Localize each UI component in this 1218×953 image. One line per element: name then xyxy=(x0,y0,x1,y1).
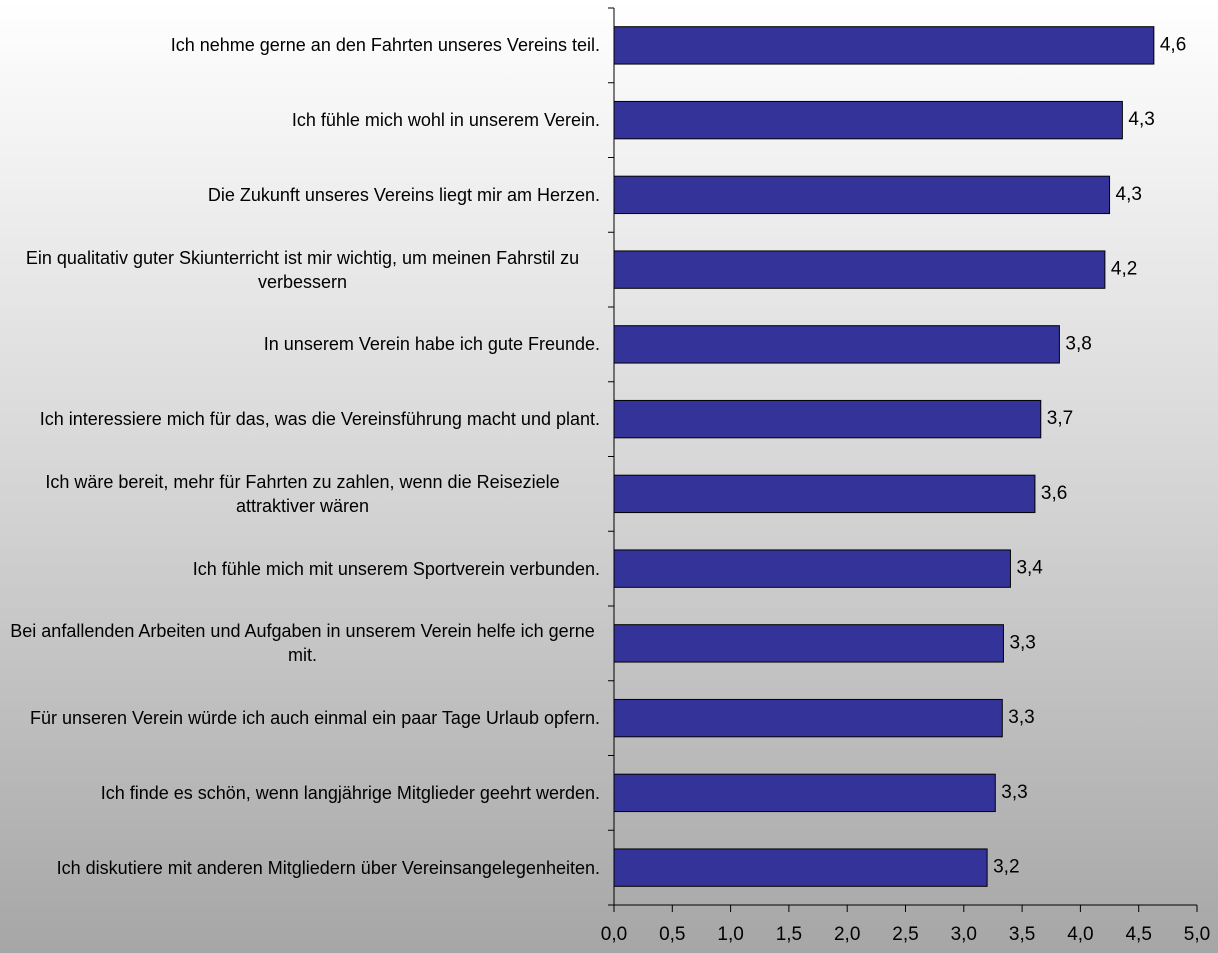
value-label: 3,3 xyxy=(1009,632,1035,653)
value-label: 3,6 xyxy=(1041,483,1067,504)
x-tick-label: 5,0 xyxy=(1184,924,1210,945)
bar xyxy=(613,624,1004,663)
bar xyxy=(613,325,1060,364)
x-tick-label: 2,5 xyxy=(892,924,918,945)
category-label: In unserem Verein habe ich gute Freunde. xyxy=(5,307,600,382)
category-label: Ich wäre bereit, mehr für Fahrten zu zah… xyxy=(5,457,600,532)
category-text: Ich wäre bereit, mehr für Fahrten zu zah… xyxy=(45,471,560,516)
category-label: Ich interessiere mich für das, was die V… xyxy=(5,382,600,457)
value-label: 4,3 xyxy=(1116,184,1142,205)
value-label: 3,4 xyxy=(1016,558,1043,579)
category-label: Ich finde es schön, wenn langjährige Mit… xyxy=(5,756,600,831)
category-label: Ich nehme gerne an den Fahrten unseres V… xyxy=(5,8,600,83)
bar xyxy=(613,399,1042,439)
x-tick-label: 0,0 xyxy=(601,924,627,945)
x-tick-label: 4,0 xyxy=(1067,924,1093,945)
bar xyxy=(613,773,996,813)
category-label: Die Zukunft unseres Vereins liegt mir am… xyxy=(5,158,600,233)
category-text: Ich fühle mich mit unserem Sportverein v… xyxy=(192,558,600,579)
category-text: Ich fühle mich wohl in unserem Verein. xyxy=(291,110,600,131)
bar xyxy=(613,250,1106,289)
x-tick-label: 0,5 xyxy=(659,924,685,945)
category-text: Bei anfallenden Arbeiten und Aufgaben in… xyxy=(10,621,595,666)
bar xyxy=(613,698,1003,738)
bar xyxy=(613,549,1011,588)
x-tick-label: 2,0 xyxy=(834,924,860,945)
value-label: 3,8 xyxy=(1065,333,1091,354)
category-label: Ich fühle mich mit unserem Sportverein v… xyxy=(5,531,600,606)
category-text: Die Zukunft unseres Vereins liegt mir am… xyxy=(207,184,600,205)
bar xyxy=(613,474,1036,514)
category-text: Für unseren Verein würde ich auch einmal… xyxy=(29,708,600,729)
bar xyxy=(613,26,1155,65)
category-text: Ich diskutiere mit anderen Mitgliedern ü… xyxy=(56,857,600,878)
bar xyxy=(613,100,1123,140)
x-tick-label: 3,5 xyxy=(1009,924,1035,945)
category-label: Bei anfallenden Arbeiten und Aufgaben in… xyxy=(5,606,600,681)
bar xyxy=(613,175,1111,215)
value-label: 4,3 xyxy=(1128,109,1154,130)
category-label: Ein qualitativ guter Skiunterricht ist m… xyxy=(5,232,600,307)
value-label: 4,6 xyxy=(1160,34,1186,55)
category-text: Ich nehme gerne an den Fahrten unseres V… xyxy=(170,35,600,56)
x-tick-label: 1,0 xyxy=(717,924,743,945)
value-label: 4,2 xyxy=(1111,259,1137,280)
category-label: Ich diskutiere mit anderen Mitgliedern ü… xyxy=(5,830,600,905)
category-label: Ich fühle mich wohl in unserem Verein. xyxy=(5,83,600,158)
category-text: Ich finde es schön, wenn langjährige Mit… xyxy=(100,782,600,803)
x-tick-label: 4,5 xyxy=(1125,924,1151,945)
bar xyxy=(613,848,988,887)
category-text: In unserem Verein habe ich gute Freunde. xyxy=(263,334,600,355)
value-label: 3,7 xyxy=(1047,408,1073,429)
category-text: Ein qualitativ guter Skiunterricht ist m… xyxy=(25,247,580,292)
value-label: 3,3 xyxy=(1008,707,1034,728)
category-text: Ich interessiere mich für das, was die V… xyxy=(39,409,600,430)
category-label: Für unseren Verein würde ich auch einmal… xyxy=(5,681,600,756)
x-tick-label: 3,0 xyxy=(951,924,977,945)
value-label: 3,3 xyxy=(1001,782,1027,803)
x-tick-label: 1,5 xyxy=(776,924,802,945)
value-label: 3,2 xyxy=(993,857,1019,878)
